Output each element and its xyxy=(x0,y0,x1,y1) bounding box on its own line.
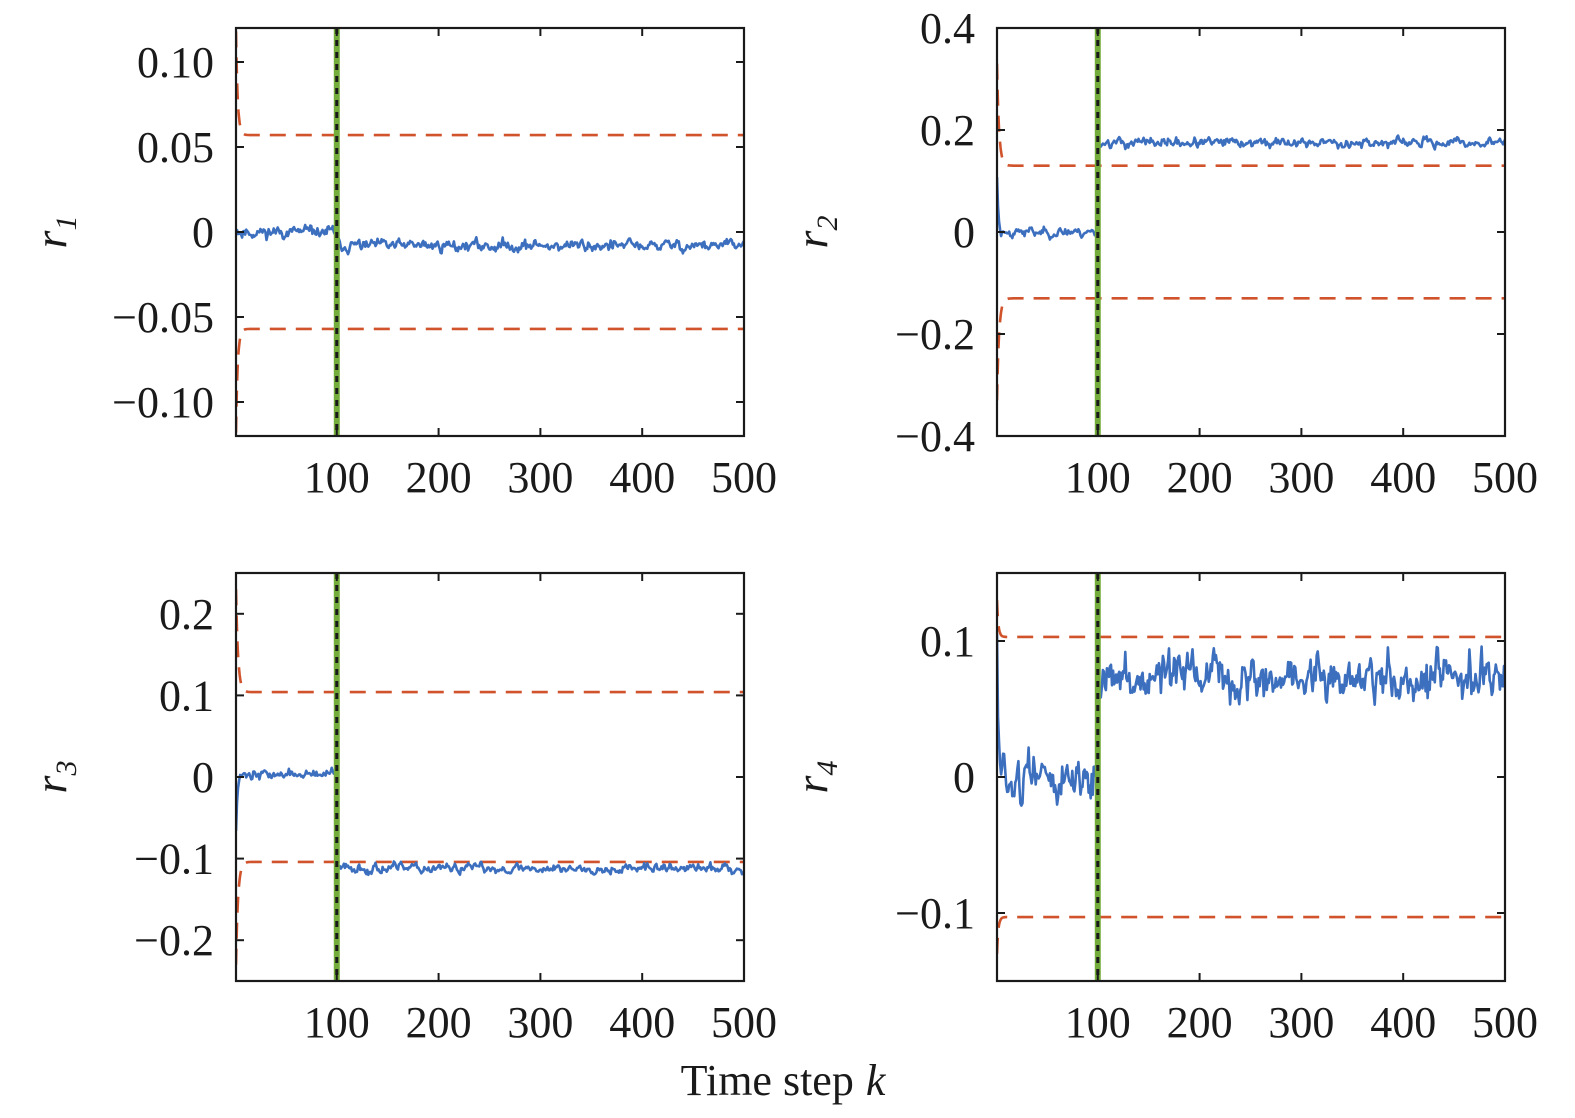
x-tick-label: 200 xyxy=(406,998,472,1047)
upper-threshold-line xyxy=(236,31,744,137)
y-tick-label: −0.05 xyxy=(112,293,214,342)
y-axis-label-var: r xyxy=(786,229,837,248)
lower-threshold-line xyxy=(997,296,1505,401)
x-tick-label: 100 xyxy=(304,453,370,502)
y-tick-label: −0.2 xyxy=(895,310,975,359)
residual-line xyxy=(997,633,1505,807)
x-tick-label: 500 xyxy=(711,998,777,1047)
panel-r1: 100 200 300 400 500 −0.10 −0.05 0 0.05 0.10 r1 xyxy=(25,26,777,502)
y-tick-label: −0.1 xyxy=(895,889,975,938)
x-tick-label: 300 xyxy=(1268,453,1334,502)
x-tick-label: 300 xyxy=(1268,998,1334,1047)
lower-threshold-line xyxy=(997,915,1505,954)
y-axis-label: r1 xyxy=(25,216,83,249)
y-tick-label: 0.2 xyxy=(159,590,214,639)
plot-area xyxy=(236,573,744,981)
x-tick-label: 300 xyxy=(507,453,573,502)
panel-r3: 100 200 300 400 500 −0.2 −0.1 0 0.1 0.2 r3 xyxy=(25,571,777,1047)
lower-threshold-line xyxy=(236,860,744,965)
x-tick-label: 500 xyxy=(1472,453,1538,502)
y-tick-label: −0.1 xyxy=(134,835,214,884)
y-axis-label-var: r xyxy=(786,774,837,793)
x-tick-label: 400 xyxy=(609,998,675,1047)
x-tick-label: 400 xyxy=(1370,453,1436,502)
y-tick-label: 0.1 xyxy=(920,617,975,666)
x-tick-label: 400 xyxy=(609,453,675,502)
x-tick-label: 400 xyxy=(1370,998,1436,1047)
y-axis-label-sub: 1 xyxy=(50,216,83,231)
y-tick-label: 0.2 xyxy=(920,106,975,155)
y-tick-label: −0.4 xyxy=(895,412,975,461)
residual-line xyxy=(236,223,744,256)
panel-r4: 100 200 300 400 500 −0.1 0 0.1 r4 xyxy=(786,571,1538,1047)
x-axis-label: Time step k xyxy=(681,1056,887,1105)
plot-area xyxy=(236,28,744,436)
x-tick-label: 100 xyxy=(1065,998,1131,1047)
y-tick-label: 0 xyxy=(192,753,214,802)
x-tick-label: 100 xyxy=(304,998,370,1047)
y-axis-label-var: r xyxy=(25,229,76,248)
y-axis-label: r2 xyxy=(786,216,844,249)
plot-area xyxy=(997,28,1505,436)
y-axis-label: r3 xyxy=(25,761,83,794)
y-axis-label-sub: 3 xyxy=(50,761,83,777)
y-tick-label: 0.1 xyxy=(159,671,214,720)
x-tick-label: 200 xyxy=(1167,998,1233,1047)
axes-box xyxy=(234,571,746,983)
x-tick-label: 500 xyxy=(711,453,777,502)
x-tick-label: 200 xyxy=(406,453,472,502)
x-tick-label: 300 xyxy=(507,998,573,1047)
y-axis-label-var: r xyxy=(25,774,76,793)
y-tick-label: 0 xyxy=(953,753,975,802)
upper-threshold-line xyxy=(997,600,1505,639)
y-tick-label: 0.10 xyxy=(137,38,214,87)
y-tick-label: 0.4 xyxy=(920,4,975,53)
y-tick-label: 0 xyxy=(953,208,975,257)
panel-r2: 100 200 300 400 500 −0.4 −0.2 0 0.2 0.4 r2 xyxy=(786,4,1538,502)
residual-line xyxy=(997,134,1505,241)
y-axis-label-sub: 4 xyxy=(811,761,844,776)
y-tick-label: −0.10 xyxy=(112,378,214,427)
x-tick-label: 100 xyxy=(1065,453,1131,502)
x-tick-label: 200 xyxy=(1167,453,1233,502)
upper-threshold-line xyxy=(236,589,744,694)
lower-threshold-line xyxy=(236,327,744,433)
plot-area xyxy=(997,573,1505,981)
upper-threshold-line xyxy=(997,63,1505,167)
y-tick-label: 0.05 xyxy=(137,123,214,172)
x-tick-label: 500 xyxy=(1472,998,1538,1047)
x-axis-label-var: k xyxy=(866,1056,887,1105)
residual-line xyxy=(236,766,744,877)
x-axis-label-text: Time step xyxy=(681,1056,854,1105)
y-axis-label: r4 xyxy=(786,761,844,794)
y-tick-label: 0 xyxy=(192,208,214,257)
y-tick-label: −0.2 xyxy=(134,916,214,965)
y-axis-label-sub: 2 xyxy=(811,216,844,231)
